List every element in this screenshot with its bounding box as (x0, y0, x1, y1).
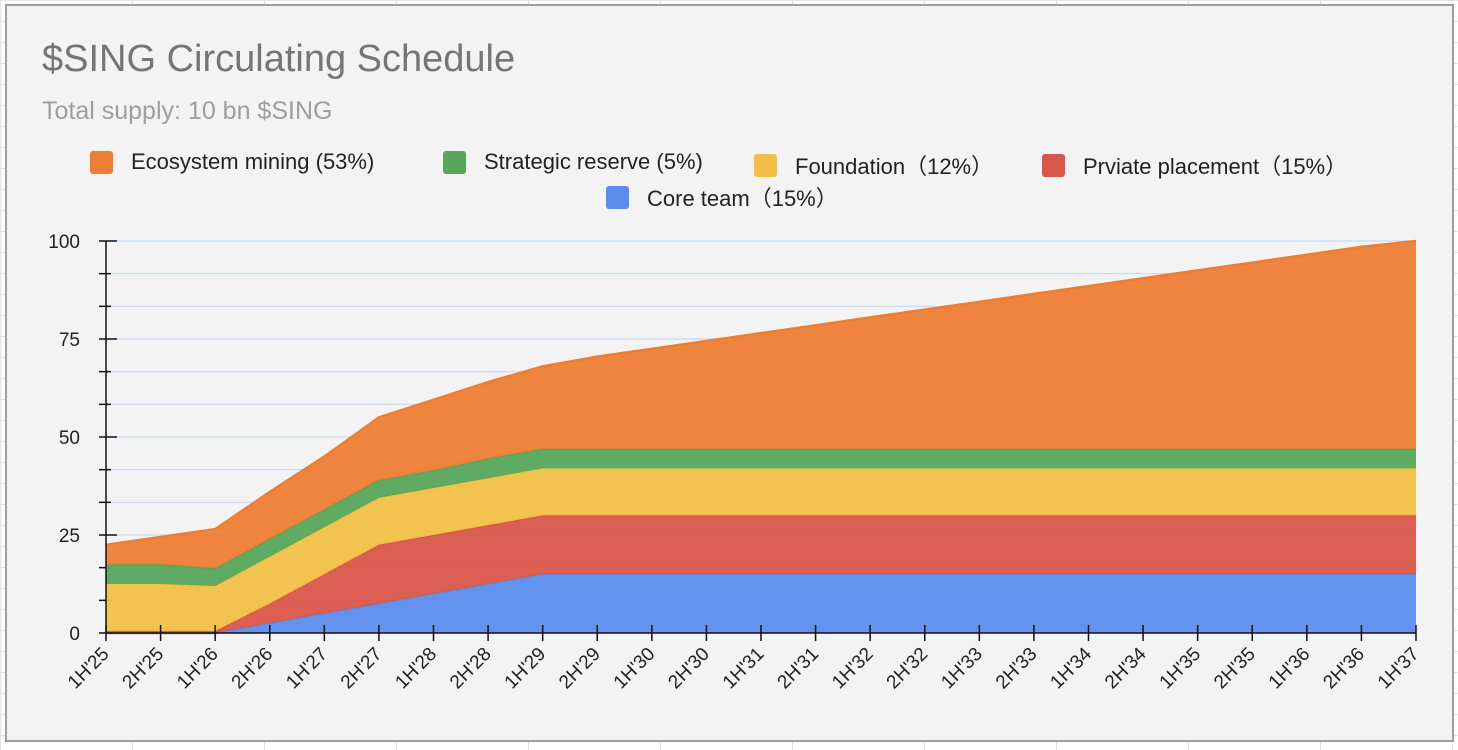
area-prviate-placement[interactable] (106, 515, 1416, 633)
x-tick-label: 1H'26 (173, 644, 223, 694)
line-ecosystem-mining (105, 239, 1417, 547)
legend-label: Core team（15%） (647, 186, 838, 211)
y-tick-label: 0 (69, 624, 80, 645)
x-tick-label: 2H'30 (664, 644, 714, 694)
x-tick-label: 1H'28 (391, 644, 441, 694)
legend-swatch-private-placement (1042, 153, 1065, 177)
x-tick-label: 2H'32 (883, 644, 933, 694)
x-tick-label: 1H'37 (1374, 644, 1424, 694)
x-tick-label: 1H'25 (64, 644, 114, 694)
x-tick-label: 2H'29 (555, 644, 605, 694)
area-ecosystem-mining[interactable] (106, 241, 1416, 569)
x-tick-label: 2H'35 (1210, 644, 1260, 694)
x-tick-label: 2H'31 (774, 644, 824, 694)
legend-item-core-team[interactable]: Core team（15%） (606, 181, 838, 213)
x-tick-label: 1H'31 (719, 644, 769, 694)
area-foundation[interactable] (106, 468, 1416, 631)
chart-title: $SING Circulating Schedule (42, 38, 516, 80)
legend-label: Foundation（12%） (795, 154, 994, 179)
x-tick-label: 2H'28 (446, 644, 496, 694)
x-tick-label: 1H'33 (937, 644, 987, 694)
x-tick-label: 2H'36 (1319, 644, 1369, 694)
legend-swatch-foundation (754, 153, 777, 177)
x-tick-label: 2H'25 (119, 644, 169, 694)
legend-item-ecosystem-mining[interactable]: Ecosystem mining (53%) (90, 149, 374, 175)
x-tick-label: 1H'32 (828, 644, 878, 694)
x-tick-label: 1H'29 (501, 644, 551, 694)
x-tick-label: 1H'30 (610, 644, 660, 694)
x-tick-label: 1H'27 (282, 644, 332, 694)
x-tick-label: 2H'27 (337, 644, 387, 694)
x-tick-label: 1H'36 (1265, 644, 1315, 694)
area-strategic-reserve[interactable] (106, 448, 1416, 586)
x-tick-label: 2H'34 (1101, 643, 1151, 693)
x-tick-label: 2H'33 (992, 644, 1042, 694)
legend-item-foundation[interactable]: Foundation（12%） (754, 149, 993, 181)
legend-item-private-placement[interactable]: Prviate placement（15%） (1042, 149, 1347, 181)
legend-label: Prviate placement（15%） (1083, 154, 1348, 179)
legend-swatch-ecosystem-mining (90, 150, 113, 174)
legend-label: Ecosystem mining (53%) (131, 149, 375, 174)
legend-item-strategic-reserve[interactable]: Strategic reserve (5%) (443, 149, 703, 175)
x-tick-label: 1H'34 (1046, 643, 1096, 693)
y-tick-label: 100 (48, 232, 80, 253)
y-tick-label: 50 (59, 428, 80, 449)
y-tick-label: 25 (59, 526, 80, 547)
legend-swatch-strategic-reserve (443, 150, 466, 174)
x-tick-label: 2H'26 (228, 644, 278, 694)
legend-label: Strategic reserve (5%) (484, 149, 703, 174)
y-tick-label: 75 (59, 330, 80, 351)
chart-subtitle: Total supply: 10 bn $SING (42, 97, 333, 125)
legend-swatch-core-team (606, 185, 629, 209)
x-tick-label: 1H'35 (1156, 644, 1206, 694)
area-core-team[interactable] (106, 574, 1416, 633)
